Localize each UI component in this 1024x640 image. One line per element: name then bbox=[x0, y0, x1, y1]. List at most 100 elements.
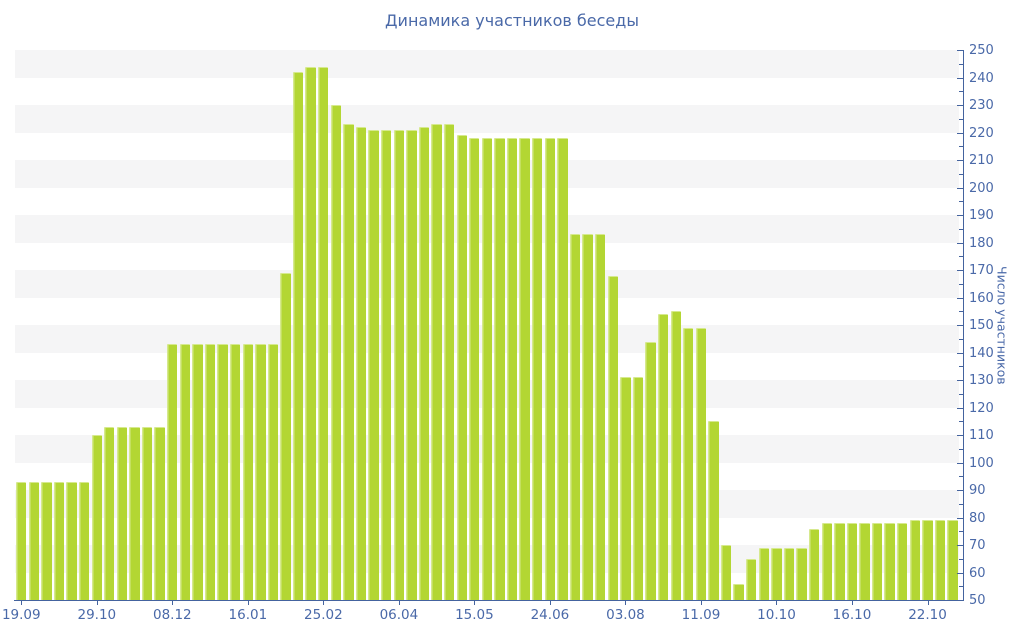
bar[interactable] bbox=[884, 523, 895, 600]
y-axis-tick bbox=[959, 586, 964, 588]
bar[interactable] bbox=[494, 138, 505, 600]
x-axis-tick bbox=[927, 601, 929, 605]
bar[interactable] bbox=[192, 344, 203, 600]
y-axis-tick bbox=[957, 160, 964, 161]
bar[interactable] bbox=[720, 545, 732, 600]
bar[interactable] bbox=[406, 129, 417, 600]
bar[interactable] bbox=[141, 426, 153, 600]
bar[interactable] bbox=[16, 481, 27, 600]
bar[interactable] bbox=[557, 138, 568, 600]
bar[interactable] bbox=[355, 127, 367, 600]
bar[interactable] bbox=[620, 377, 631, 600]
y-axis-tick bbox=[957, 242, 964, 244]
bar[interactable] bbox=[229, 344, 241, 600]
bar[interactable] bbox=[318, 66, 329, 600]
x-axis-tick-label: 15.05 bbox=[455, 607, 494, 623]
bar[interactable] bbox=[657, 314, 669, 600]
bar[interactable] bbox=[519, 138, 530, 600]
bar[interactable] bbox=[28, 481, 39, 600]
bar[interactable] bbox=[922, 520, 933, 600]
bar[interactable] bbox=[343, 124, 354, 600]
x-axis-tick-label: 08.12 bbox=[153, 607, 192, 623]
bar[interactable] bbox=[532, 138, 543, 600]
bar[interactable] bbox=[443, 124, 455, 600]
bar[interactable] bbox=[456, 135, 467, 600]
y-axis-tick bbox=[957, 50, 964, 51]
bar[interactable] bbox=[129, 426, 140, 600]
x-axis-tick bbox=[852, 601, 853, 605]
plot-area bbox=[15, 50, 959, 600]
bar[interactable] bbox=[431, 124, 442, 600]
bar[interactable] bbox=[733, 583, 744, 600]
bar[interactable] bbox=[255, 344, 266, 600]
bar[interactable] bbox=[796, 547, 807, 600]
y-axis-tick-label: 240 bbox=[969, 70, 994, 86]
bar[interactable] bbox=[569, 234, 581, 600]
bar[interactable] bbox=[53, 481, 65, 600]
bar[interactable] bbox=[632, 377, 644, 600]
bar[interactable] bbox=[594, 234, 606, 600]
bar[interactable] bbox=[846, 523, 858, 600]
bar[interactable] bbox=[381, 129, 392, 600]
bar[interactable] bbox=[393, 129, 404, 600]
bar[interactable] bbox=[834, 523, 845, 600]
bar[interactable] bbox=[217, 344, 228, 600]
bar[interactable] bbox=[418, 127, 430, 600]
bar[interactable] bbox=[708, 421, 719, 600]
y-axis-tick-label: 130 bbox=[969, 373, 994, 388]
bar[interactable] bbox=[859, 523, 870, 600]
y-axis-tick-label: 210 bbox=[969, 153, 994, 168]
y-axis-tick bbox=[959, 256, 964, 258]
y-axis-tick-label: 80 bbox=[969, 510, 986, 526]
bar[interactable] bbox=[469, 138, 480, 600]
y-axis-tick-label: 150 bbox=[969, 318, 994, 333]
bar[interactable] bbox=[746, 558, 757, 600]
bar[interactable] bbox=[821, 523, 832, 600]
bar[interactable] bbox=[947, 520, 958, 600]
bar[interactable] bbox=[167, 344, 178, 600]
bar[interactable] bbox=[204, 344, 216, 600]
bar[interactable] bbox=[368, 129, 379, 600]
x-axis-tick bbox=[96, 601, 98, 605]
bar[interactable] bbox=[104, 426, 115, 600]
bar[interactable] bbox=[292, 72, 304, 600]
y-axis-tick-label: 90 bbox=[969, 483, 986, 498]
y-axis-tick-label: 180 bbox=[969, 235, 994, 251]
bar[interactable] bbox=[607, 275, 618, 600]
x-axis-tick-label: 11.09 bbox=[681, 607, 721, 623]
y-axis-tick bbox=[957, 435, 964, 436]
bar[interactable] bbox=[41, 481, 52, 600]
bar[interactable] bbox=[758, 547, 769, 600]
bar[interactable] bbox=[305, 66, 316, 600]
bar[interactable] bbox=[506, 138, 518, 600]
bar[interactable] bbox=[783, 547, 795, 600]
bar[interactable] bbox=[582, 234, 593, 600]
bar[interactable] bbox=[267, 344, 279, 600]
bar[interactable] bbox=[481, 138, 493, 600]
bar[interactable] bbox=[78, 481, 90, 600]
y-axis-tick-label: 70 bbox=[969, 538, 986, 553]
y-axis-tick bbox=[957, 407, 964, 409]
bar[interactable] bbox=[116, 426, 128, 600]
bar[interactable] bbox=[280, 272, 291, 600]
bar[interactable] bbox=[330, 105, 342, 600]
bar[interactable] bbox=[771, 547, 782, 600]
bar[interactable] bbox=[808, 528, 820, 600]
y-axis-tick bbox=[959, 91, 964, 93]
bar[interactable] bbox=[683, 327, 694, 600]
bar[interactable] bbox=[154, 426, 165, 600]
bar[interactable] bbox=[66, 481, 77, 600]
bar[interactable] bbox=[909, 520, 921, 600]
bar[interactable] bbox=[544, 138, 555, 600]
bar[interactable] bbox=[645, 341, 656, 600]
bar[interactable] bbox=[897, 523, 908, 600]
bar[interactable] bbox=[871, 523, 883, 600]
bar[interactable] bbox=[91, 435, 102, 600]
bar[interactable] bbox=[179, 344, 190, 600]
x-axis-tick bbox=[474, 601, 476, 605]
bar[interactable] bbox=[695, 327, 707, 600]
bar[interactable] bbox=[242, 344, 253, 600]
bar[interactable] bbox=[670, 311, 681, 600]
bar[interactable] bbox=[934, 520, 946, 600]
x-axis-tick-label: 22.10 bbox=[908, 607, 947, 623]
